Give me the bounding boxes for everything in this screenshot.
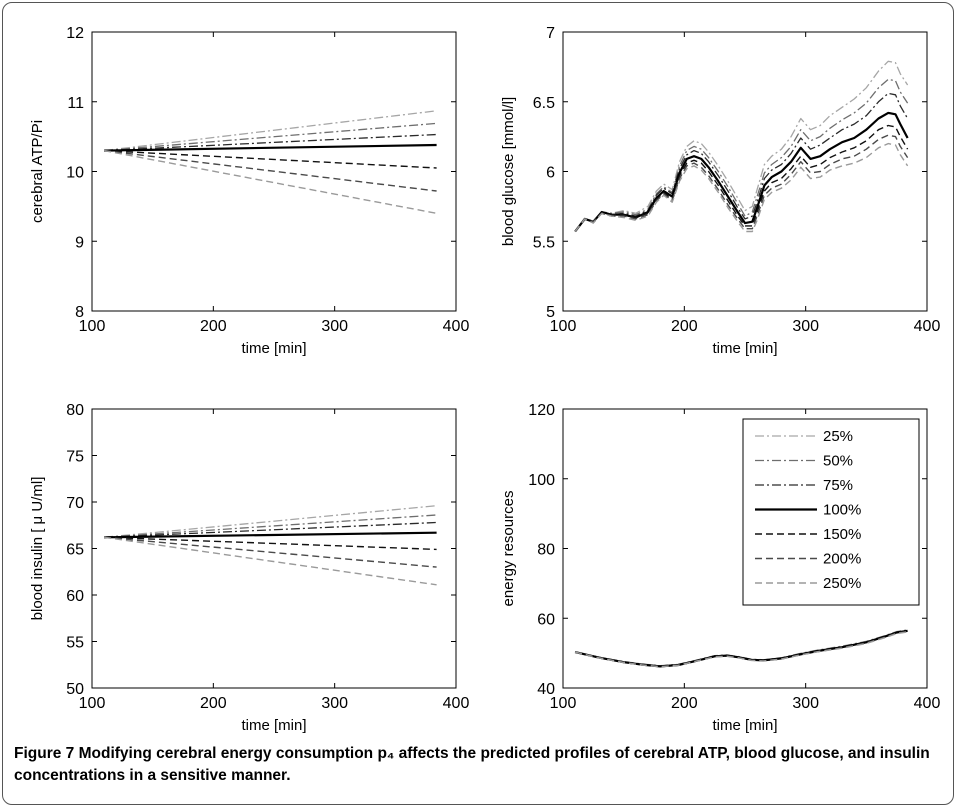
series-line-25pct [104, 110, 437, 152]
legend: 25% 50% 75% 100% 150% 200% 250% [742, 418, 920, 606]
legend-entry: 75% [823, 477, 853, 494]
y-tick-label: 55 [66, 635, 84, 652]
series-line-50pct [574, 78, 909, 232]
x-tick-label: 100 [550, 695, 577, 712]
x-tick-label: 400 [443, 318, 470, 335]
y-tick-label: 8 [75, 304, 84, 321]
x-tick-label: 300 [792, 695, 819, 712]
series-line-75pct [104, 521, 437, 538]
x-axis-label: time [min] [712, 340, 777, 357]
y-tick-label: 75 [66, 449, 84, 466]
series-line-250pct [574, 631, 908, 668]
series-line-75pct [574, 92, 909, 232]
plot-area [562, 31, 928, 312]
legend-entry: 250% [823, 575, 861, 592]
series-line-100pct [574, 629, 908, 668]
chart-energy: 100 200 300 400 40 60 80 100 120 time [min] energy… [500, 402, 940, 734]
caption-text: Modifying cerebral energy consumption p₄… [14, 745, 930, 784]
y-tick-label: 120 [528, 402, 555, 419]
y-tick-label: 9 [75, 234, 84, 251]
series-line-100pct [574, 111, 909, 233]
x-tick-label: 400 [443, 695, 470, 712]
series-line-150pct [574, 630, 908, 668]
legend-entry: 50% [823, 453, 853, 470]
series-line-200pct [104, 149, 437, 192]
x-tick-label: 200 [671, 318, 698, 335]
y-axis-label: blood glucose [mmol/l] [500, 97, 517, 246]
series-line-150pct [104, 149, 437, 169]
y-tick-label: 6.5 [533, 95, 555, 112]
y-tick-label: 5.5 [533, 234, 555, 251]
legend-box [742, 418, 920, 606]
y-tick-label: 12 [66, 25, 84, 42]
y-tick-label: 80 [66, 402, 84, 419]
figure-caption: Figure 7 Modifying cerebral energy consu… [14, 743, 944, 787]
y-tick-label: 5 [546, 304, 555, 321]
series-line-250pct [104, 536, 437, 586]
y-tick-label: 6 [546, 165, 555, 182]
y-tick-label: 10 [66, 165, 84, 182]
x-tick-label: 200 [671, 695, 698, 712]
series-line-250pct [574, 142, 909, 233]
series-line-200pct [104, 536, 437, 568]
x-axis-label: time [min] [712, 717, 777, 734]
y-tick-label: 70 [66, 495, 84, 512]
caption-label: Figure 7 [14, 745, 75, 762]
y-tick-label: 40 [537, 681, 555, 698]
x-tick-label: 400 [914, 318, 941, 335]
x-axis-label: time [min] [241, 340, 306, 357]
series-line-50pct [574, 629, 908, 667]
series-line-50pct [104, 514, 437, 538]
legend-entry: 100% [823, 502, 861, 519]
y-axis-label: blood insulin [ μ U/ml] [29, 477, 46, 621]
figure-canvas: 100 200 300 400 8 9 10 11 12 time [min] cerebral A… [29, 25, 940, 734]
y-tick-label: 7 [546, 25, 555, 42]
series-line-75pct [574, 629, 908, 667]
chart-insulin: 100 200 300 400 50 55 60 65 70 75 80 time [min] bloo… [29, 402, 469, 734]
series-line-150pct [104, 536, 437, 551]
series-line-25pct [574, 60, 909, 232]
x-tick-label: 300 [321, 318, 348, 335]
chart-glucose: 100 200 300 400 5 5.5 6 6.5 7 time [min] blood glu… [500, 25, 940, 357]
x-tick-label: 100 [550, 318, 577, 335]
x-tick-label: 200 [200, 318, 227, 335]
x-tick-label: 100 [79, 318, 106, 335]
chart-atp: 100 200 300 400 8 9 10 11 12 time [min] cerebral A… [29, 25, 469, 357]
y-tick-label: 50 [66, 681, 84, 698]
legend-entry: 25% [823, 428, 853, 445]
y-tick-label: 60 [66, 588, 84, 605]
series-line-75pct [104, 133, 437, 152]
y-axis-label: cerebral ATP/Pi [29, 120, 46, 223]
series-line-200pct [574, 134, 909, 232]
x-tick-label: 200 [200, 695, 227, 712]
y-tick-label: 60 [537, 611, 555, 628]
y-tick-label: 65 [66, 542, 84, 559]
series-line-150pct [574, 124, 909, 232]
legend-entry: 150% [823, 526, 861, 543]
x-tick-label: 300 [321, 695, 348, 712]
x-tick-label: 300 [792, 318, 819, 335]
series-line-250pct [103, 149, 437, 214]
series-line-100pct [104, 531, 437, 539]
series-line-100pct [104, 143, 437, 152]
x-tick-label: 400 [914, 695, 941, 712]
y-tick-label: 11 [67, 95, 84, 112]
y-tick-label: 100 [528, 472, 555, 489]
y-tick-label: 80 [537, 542, 555, 559]
y-axis-label: energy resources [500, 491, 517, 607]
x-axis-label: time [min] [241, 717, 306, 734]
series-line-25pct [574, 629, 908, 667]
series-line-50pct [104, 122, 437, 152]
x-tick-label: 100 [79, 695, 106, 712]
series-line-25pct [104, 505, 437, 538]
legend-entry: 200% [823, 551, 861, 568]
